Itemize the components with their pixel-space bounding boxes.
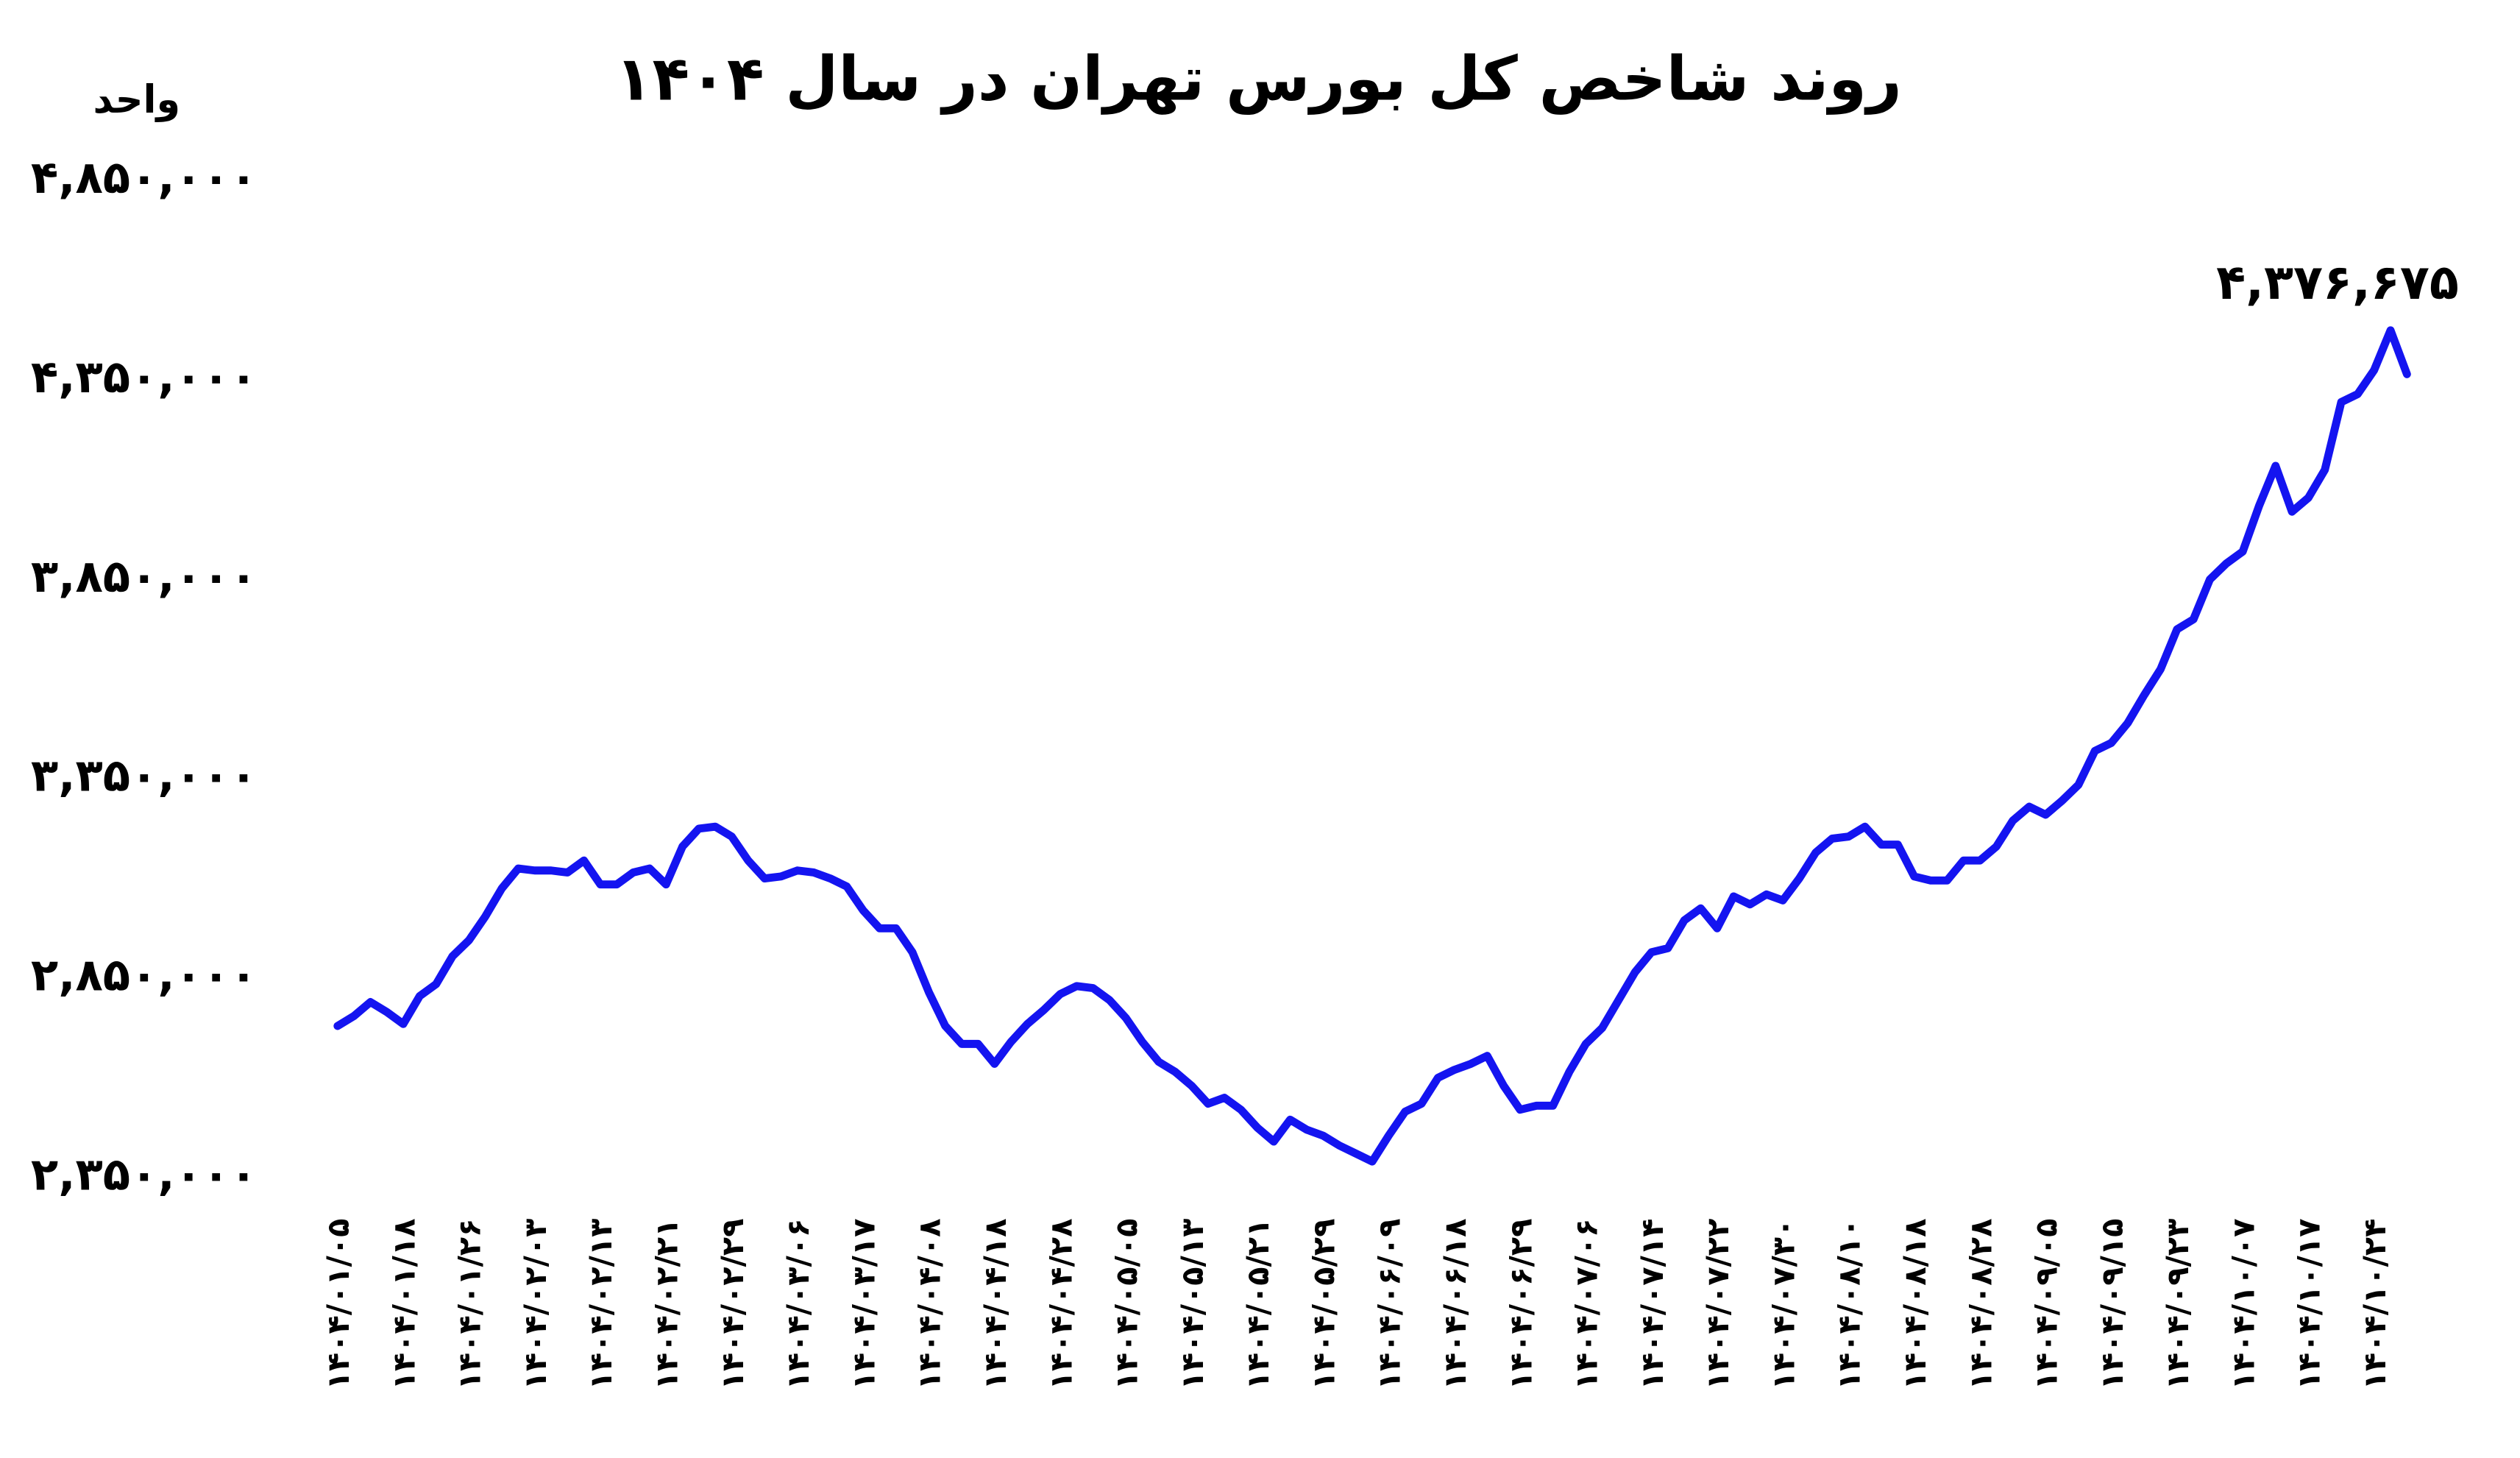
- x-tick-label: ۱۴۰۴/۰۴/۲۸: [1043, 1219, 1079, 1390]
- x-tick-label: ۱۴۰۴/۰۱/۲۶: [452, 1219, 488, 1390]
- x-tick-label: ۱۴۰۴/۰۴/۱۸: [977, 1219, 1013, 1390]
- x-tick-label: ۱۴۰۴/۰۸/۲۸: [1962, 1219, 1998, 1390]
- x-tick-label: ۱۴۰۴/۰۹/۰۵: [2029, 1219, 2065, 1390]
- x-tick-label: ۱۴۰۴/۰۲/۰۳: [517, 1219, 553, 1390]
- x-tick-label: ۱۴۰۴/۰۷/۳۰: [1765, 1219, 1801, 1390]
- x-tick-label: ۱۴۰۴/۰۷/۱۴: [1634, 1219, 1670, 1390]
- x-tick-label: ۱۴۰۴/۰۲/۱۳: [583, 1219, 619, 1390]
- x-tick-label: ۱۴۰۴/۰۶/۰۹: [1371, 1219, 1408, 1390]
- x-tick-label: ۱۴۰۴/۰۱/۱۸: [386, 1219, 422, 1390]
- x-tick-label: ۱۴۰۴/۰۱/۰۵: [320, 1219, 356, 1390]
- y-tick-label: ۴,۳۵۰,۰۰۰: [31, 351, 258, 403]
- x-tick-label: ۱۴۰۴/۰۹/۲۳: [2159, 1219, 2196, 1390]
- x-tick-label: ۱۴۰۴/۰۴/۰۸: [912, 1219, 948, 1390]
- y-tick-label: ۳,۸۵۰,۰۰۰: [31, 551, 258, 603]
- x-tick-label: ۱۴۰۴/۰۹/۱۵: [2094, 1219, 2130, 1390]
- y-tick-label: ۳,۳۵۰,۰۰۰: [31, 750, 258, 802]
- x-tick-label: ۱۴۰۴/۰۷/۰۶: [1569, 1219, 1605, 1390]
- x-tick-label: ۱۴۰۴/۰۵/۲۹: [1305, 1219, 1341, 1390]
- y-axis-label: واحد: [93, 77, 181, 122]
- x-tick-label: ۱۴۰۴/۱۰/۰۷: [2225, 1219, 2261, 1390]
- x-tick-label: ۱۴۰۴/۰۵/۱۳: [1174, 1219, 1210, 1390]
- y-tick-label: ۲,۸۵۰,۰۰۰: [31, 949, 258, 1001]
- line: [333, 326, 2411, 1166]
- x-tick-label: ۱۴۰۴/۰۶/۲۹: [1502, 1219, 1538, 1390]
- y-tick-label: ۲,۳۵۰,۰۰۰: [31, 1148, 258, 1200]
- x-tick-label: ۱۴۰۴/۰۸/۱۰: [1831, 1219, 1867, 1390]
- x-tick-label: ۱۴۰۴/۰۷/۲۲: [1700, 1219, 1736, 1390]
- chart-title: روند شاخص کل بورس تهران در سال ۱۴۰۴: [615, 43, 1902, 115]
- x-tick-label: ۱۴۰۴/۱۰/۲۴: [2357, 1219, 2393, 1390]
- x-tick-label: ۱۴۰۴/۰۲/۲۹: [714, 1219, 750, 1390]
- annotation: ۴,۳۷۶,۶۷۵: [2216, 255, 2459, 311]
- x-tick-label: ۱۴۰۴/۱۰/۱۷: [2291, 1219, 2327, 1390]
- x-tick-label: ۱۴۰۴/۰۳/۱۷: [845, 1219, 881, 1390]
- x-tick-label: ۱۴۰۴/۰۵/۰۵: [1109, 1219, 1145, 1390]
- x-tick-label: ۱۴۰۴/۰۳/۰۶: [780, 1219, 816, 1390]
- x-tick-label: ۱۴۰۴/۰۸/۱۸: [1897, 1219, 1933, 1390]
- x-tick-label: ۱۴۰۴/۰۵/۲۱: [1240, 1219, 1276, 1390]
- y-tick-label: ۴,۸۵۰,۰۰۰: [31, 152, 258, 204]
- x-tick-label: ۱۴۰۴/۰۲/۲۱: [649, 1219, 685, 1390]
- x-tick-label: ۱۴۰۴/۰۶/۱۸: [1437, 1219, 1473, 1390]
